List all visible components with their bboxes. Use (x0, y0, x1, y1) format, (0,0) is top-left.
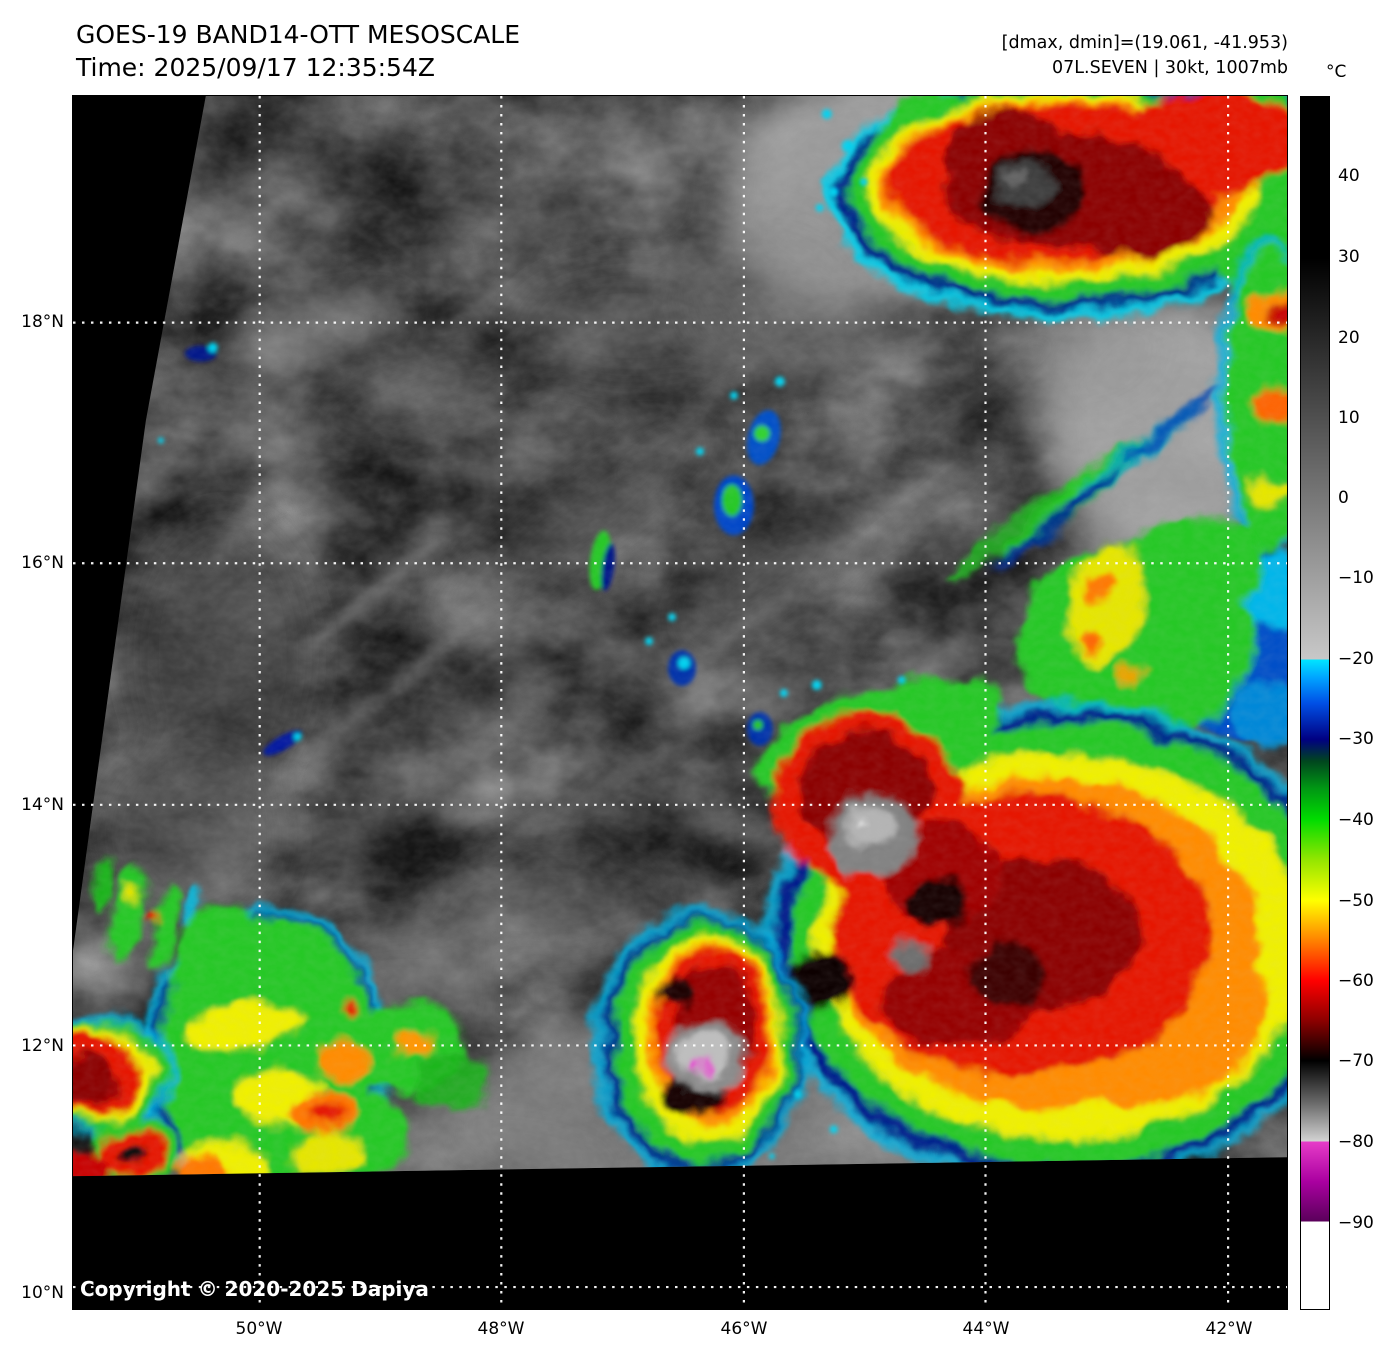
satellite-data-region (73, 96, 1287, 1177)
colorbar-tick-label: −20 (1338, 649, 1374, 670)
dmax-dmin-readout: [dmax, dmin]=(19.061, -41.953) (1001, 33, 1288, 53)
lat-tick-label: 10°N (21, 1283, 64, 1303)
colorbar-tick-label: −70 (1338, 1051, 1374, 1072)
timestamp: Time: 2025/09/17 12:35:54Z (76, 53, 435, 82)
lon-tick-label: 50°W (235, 1319, 283, 1339)
header-right: [dmax, dmin]=(19.061, -41.953) 07L.SEVEN… (1002, 31, 1288, 81)
colorbar-tick-label: −10 (1338, 567, 1374, 588)
lon-tick-label: 42°W (1205, 1319, 1253, 1339)
colorbar-tick-label: −80 (1338, 1132, 1374, 1153)
lat-tick-label: 16°N (21, 553, 64, 573)
lat-tick-label: 18°N (21, 312, 64, 332)
colorbar-tick-label: 30 (1338, 247, 1360, 268)
colorbar-tick-label: −60 (1338, 971, 1374, 991)
colorbar-tick-label: −30 (1338, 729, 1374, 750)
lon-tick-label: 48°W (477, 1319, 525, 1339)
colorbar-tick-label: 10 (1338, 407, 1360, 428)
colorbar-tick-label: −90 (1338, 1212, 1374, 1233)
lon-tick-label: 44°W (962, 1319, 1010, 1339)
colorbar-tick-label: 20 (1338, 327, 1360, 348)
storm-info: 07L.SEVEN | 30kt, 1007mb (1052, 58, 1288, 78)
lat-tick-label: 14°N (21, 795, 64, 815)
colorbar-tick-label: 40 (1338, 166, 1360, 187)
colorbar-tick-label: 0 (1338, 487, 1349, 508)
colorbar-tick-label: −50 (1338, 890, 1374, 911)
copyright-watermark: Copyright © 2020-2025 Dapiya (80, 1277, 429, 1301)
colorbar-tick-label: −40 (1338, 809, 1374, 830)
lat-tick-label: 12°N (21, 1036, 64, 1056)
page-title: GOES-19 BAND14-OTT MESOSCALE (76, 20, 521, 49)
temperature-colorbar (1300, 96, 1330, 1310)
map-panel (72, 95, 1288, 1310)
colorbar-unit-label: °C (1326, 62, 1347, 82)
lon-tick-label: 46°W (720, 1319, 768, 1339)
satellite-image (73, 96, 1287, 1309)
